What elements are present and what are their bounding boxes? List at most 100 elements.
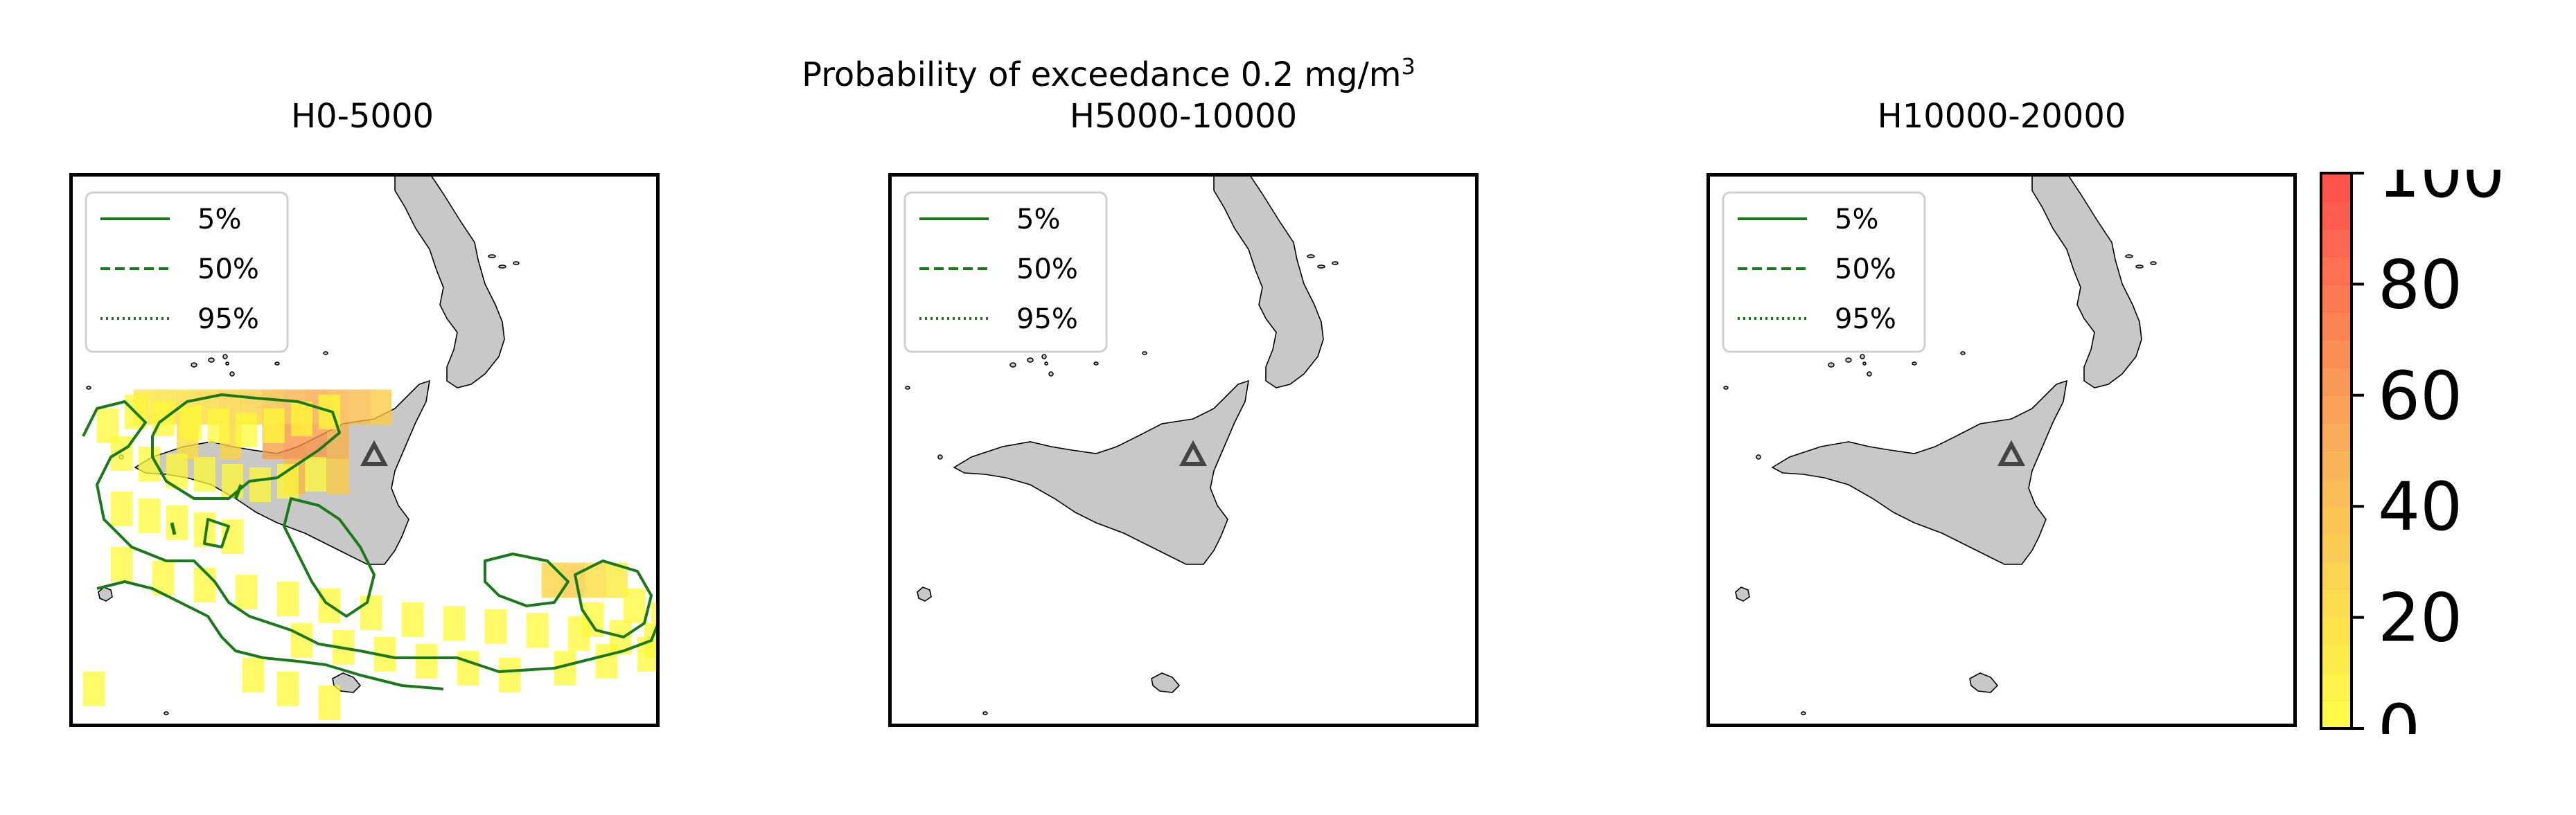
- axes-frame: [69, 173, 660, 727]
- axes-frame: [1706, 173, 2297, 727]
- axes-frame: [888, 173, 1479, 727]
- probability-cell: [499, 658, 520, 692]
- islet: [1756, 454, 1761, 460]
- islet: [164, 711, 169, 715]
- colorbar-segment: [2321, 451, 2352, 479]
- contour-5pct: [484, 553, 570, 607]
- islet: [1912, 361, 1917, 366]
- islet: [488, 254, 496, 258]
- colorbar-segment: [2321, 395, 2352, 424]
- volcano-vent-marker: [1179, 440, 1208, 466]
- colorbar-segment: [2321, 478, 2352, 507]
- probability-cell: [194, 568, 215, 602]
- islet: [1860, 354, 1865, 359]
- contour-5pct: [96, 580, 444, 690]
- colorbar-svg: 0 20 40 60 80 100: [2320, 135, 2505, 768]
- islet: [222, 354, 228, 359]
- probability-cell: [208, 409, 229, 443]
- probability-cell: [166, 505, 188, 540]
- islet: [498, 265, 506, 269]
- islet: [2135, 265, 2144, 269]
- colorbar-segment: [2321, 256, 2352, 285]
- map-axes: 5% 50% 95%: [69, 173, 660, 727]
- colorbar-segment: [2321, 284, 2352, 313]
- panel-h10000-20000: 5% 50% 95%: [1706, 173, 2297, 727]
- probability-cell: [416, 644, 437, 679]
- probability-cell: [485, 609, 506, 644]
- islet: [1867, 371, 1872, 377]
- islet: [1048, 371, 1054, 377]
- legend-label: 50%: [1016, 253, 1078, 285]
- colorbar-segment: [2321, 312, 2352, 341]
- islet: [86, 386, 91, 390]
- land-sicily: [1771, 379, 2068, 565]
- islet: [2150, 261, 2157, 265]
- map-axes: 5% 50% 95%: [888, 173, 1479, 727]
- legend-label: 5%: [197, 204, 241, 235]
- probability-cell: [360, 595, 382, 630]
- colorbar-segment: [2321, 617, 2352, 646]
- islet: [274, 361, 280, 366]
- probability-cell: [596, 644, 617, 679]
- volcano-vent-marker: [360, 440, 389, 466]
- islet: [208, 357, 215, 363]
- probability-cell: [402, 602, 423, 637]
- figure-title: Probability of exceedance 0.2 mg/m3: [693, 44, 1524, 97]
- legend-frame: [1722, 191, 1926, 353]
- probability-cell: [319, 686, 340, 720]
- islet: [1142, 351, 1147, 355]
- probability-cell: [236, 412, 257, 447]
- colorbar-frame: [2320, 172, 2353, 730]
- islet: [323, 351, 328, 355]
- panel-2-title: H5000-10000: [1069, 97, 1298, 136]
- land-calabria: [394, 173, 505, 388]
- colorbar-tick-label: 100: [2378, 170, 2505, 213]
- probability-cell: [305, 457, 326, 492]
- colorbar: 0 20 40 60 80 100: [2307, 135, 2576, 768]
- islet: [1960, 351, 1966, 355]
- probability-cell: [277, 672, 299, 706]
- islet: [1317, 265, 1325, 269]
- contour-5pct: [203, 518, 230, 548]
- islet: [225, 361, 229, 366]
- volcano-vent-marker: [1997, 440, 2026, 466]
- colorbar-segment: [2321, 562, 2352, 591]
- probability-cell: [527, 613, 548, 647]
- islet: [1828, 362, 1835, 368]
- probability-cell: [443, 606, 465, 641]
- islet: [1027, 357, 1034, 363]
- colorbar-segment: [2321, 201, 2352, 229]
- islet: [1093, 361, 1099, 366]
- land-pantelleria: [917, 586, 932, 602]
- probability-cell: [277, 582, 299, 616]
- legend-label: 5%: [1835, 204, 1878, 235]
- land-calabria: [1213, 173, 1324, 388]
- land-malta: [1969, 672, 1999, 693]
- colorbar-tick-label: 40: [2378, 468, 2462, 546]
- legend-label: 95%: [197, 303, 259, 335]
- probability-cell: [111, 547, 132, 582]
- probability-cell: [457, 651, 479, 686]
- colorbar-segment: [2321, 229, 2352, 257]
- panel-h0-5000: 5% 50% 95%: [69, 173, 660, 727]
- islet: [982, 711, 988, 715]
- land-calabria: [2031, 173, 2142, 388]
- islet: [513, 261, 520, 265]
- probability-cell: [83, 672, 105, 706]
- colorbar-segment: [2321, 367, 2352, 396]
- colorbar-segment: [2321, 672, 2352, 701]
- probability-cell: [624, 589, 645, 623]
- probability-cell: [369, 389, 392, 424]
- colorbar-segment: [2321, 589, 2352, 618]
- legend-frame: [85, 191, 289, 353]
- contour-5pct: [233, 484, 243, 499]
- probability-cell: [194, 457, 215, 492]
- land-sicily: [953, 379, 1250, 565]
- islet: [1862, 361, 1867, 366]
- colorbar-segment: [2321, 700, 2352, 729]
- map-axes: 5% 50% 95%: [1706, 173, 2297, 727]
- colorbar-segment: [2321, 339, 2352, 368]
- contour-5pct: [170, 522, 177, 535]
- colorbar-tick-label: 80: [2378, 246, 2462, 323]
- contour-5pct: [151, 393, 341, 500]
